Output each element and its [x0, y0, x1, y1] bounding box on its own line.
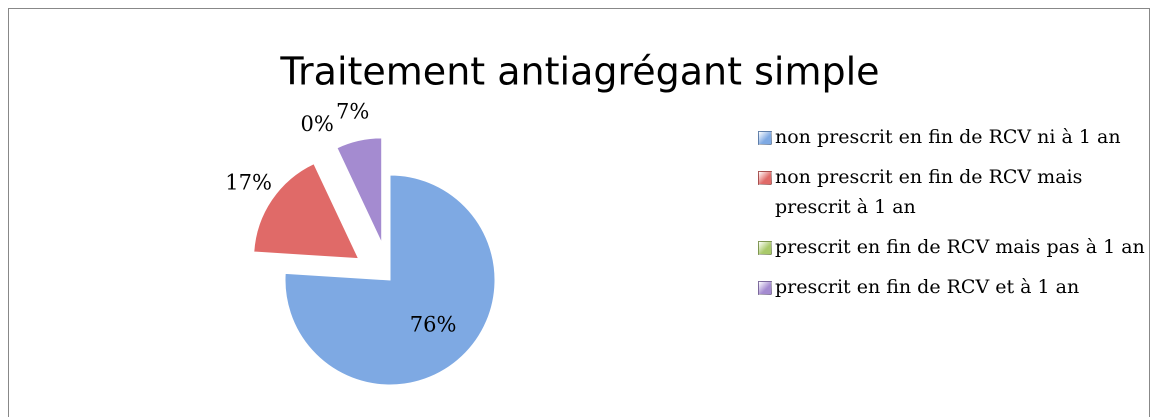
pie-slice	[253, 162, 360, 260]
legend-label: non prescrit en fin de RCV ni à 1 an	[775, 126, 1121, 148]
legend-item: prescrit en fin de RCV mais pas à 1 an	[758, 232, 1153, 262]
data-label: 0%	[301, 112, 334, 136]
legend: non prescrit en fin de RCV ni à 1 an non …	[758, 122, 1153, 312]
legend-swatch	[758, 131, 772, 145]
legend-label: prescrit en fin de RCV et à 1 an	[775, 276, 1080, 298]
legend-swatch	[758, 241, 772, 255]
pie-slice	[328, 150, 375, 246]
chart-border	[8, 8, 1150, 417]
legend-item: non prescrit en fin de RCV mais prescrit…	[758, 162, 1153, 222]
data-label: 7%	[336, 100, 369, 124]
data-label: 76%	[410, 312, 457, 336]
data-label: 17%	[225, 170, 272, 194]
legend-swatch	[758, 281, 772, 295]
pie-slice	[336, 137, 383, 244]
legend-item: prescrit en fin de RCV et à 1 an	[758, 272, 1153, 302]
legend-label: prescrit en fin de RCV mais pas à 1 an	[775, 236, 1145, 258]
legend-swatch	[758, 171, 772, 185]
pie-slice	[284, 174, 496, 386]
legend-label: non prescrit en fin de RCV mais prescrit…	[775, 166, 1083, 218]
chart-title: Traitement antiagrégant simple	[279, 50, 879, 94]
legend-item: non prescrit en fin de RCV ni à 1 an	[758, 122, 1153, 152]
